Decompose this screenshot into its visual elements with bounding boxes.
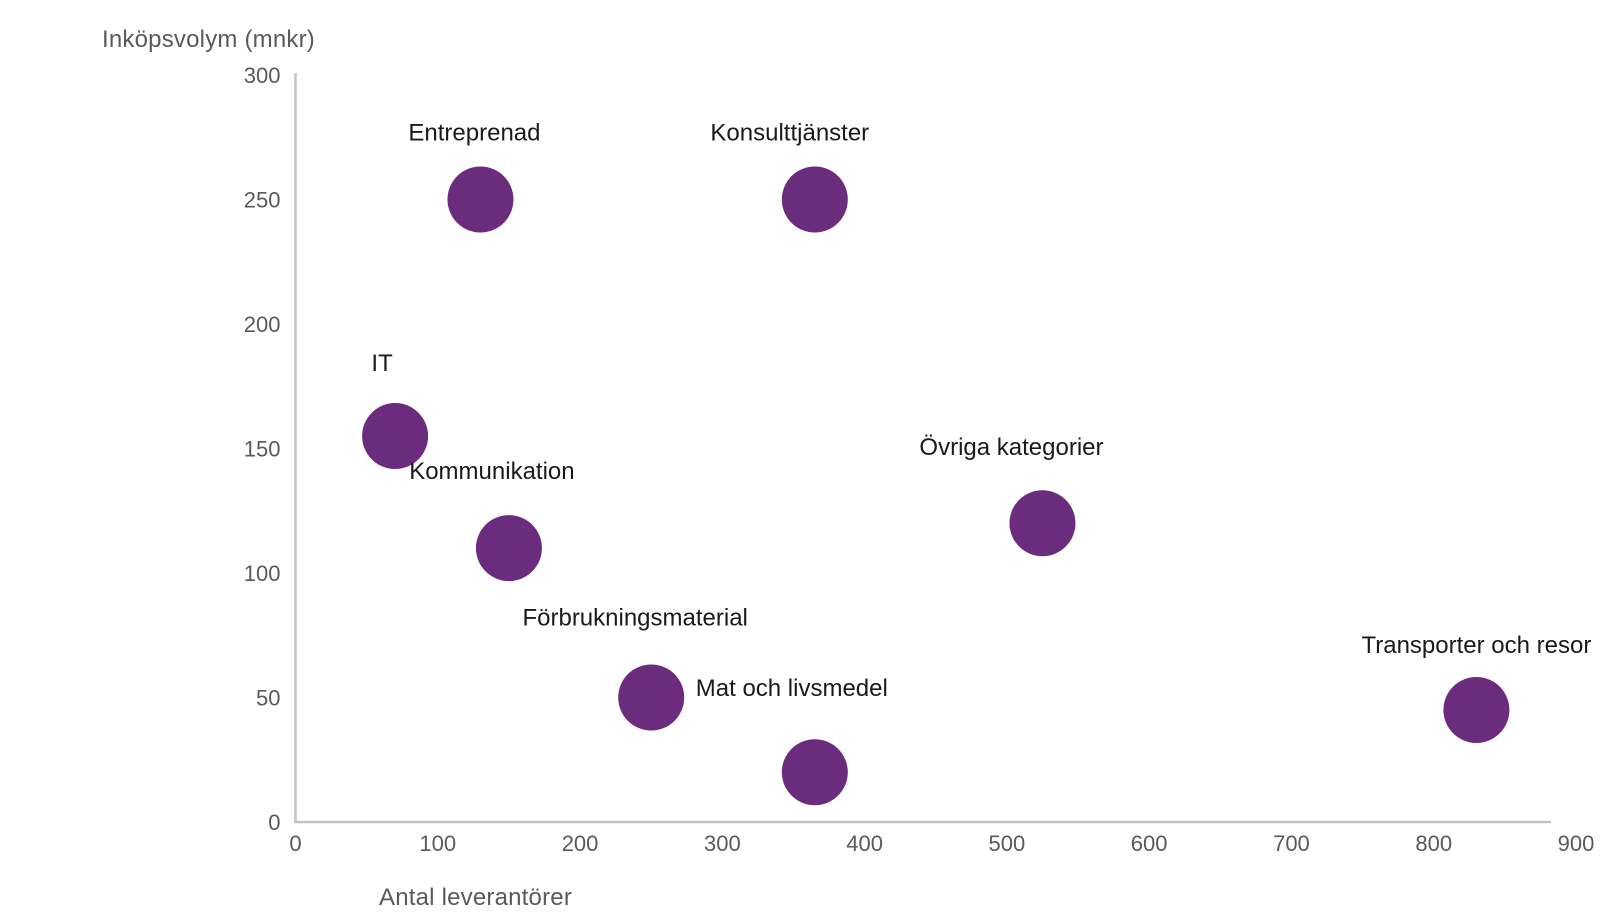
bubble-label-it: IT (371, 350, 393, 377)
y-tick-label-100: 100 (244, 561, 281, 586)
y-tick-label-50: 50 (256, 686, 280, 711)
bubble-mat-och-livsmedel (781, 739, 848, 806)
bubble-kommunikation (475, 515, 542, 582)
y-tick-label-150: 150 (244, 437, 281, 462)
bubble-transporter-och-resor (1443, 676, 1510, 743)
x-axis-title: Antal leverantörer (379, 884, 573, 911)
x-tick-label-400: 400 (846, 831, 883, 856)
x-tick-label-800: 800 (1415, 831, 1452, 856)
bubble-forbrukningsmaterial (618, 664, 685, 731)
y-tick-label-250: 250 (244, 188, 281, 213)
x-tick-label-300: 300 (704, 831, 741, 856)
bubble-ovriga-kategorier (1009, 490, 1076, 557)
x-tick-label-200: 200 (562, 831, 599, 856)
bubble-label-entreprenad: Entreprenad (408, 120, 540, 147)
y-tick-label-200: 200 (244, 312, 281, 337)
x-tick-label-600: 600 (1131, 831, 1168, 856)
y-tick-label-0: 0 (268, 810, 280, 835)
y-axis-title: Inköpsvolym (mnkr) (102, 26, 315, 53)
x-tick-label-500: 500 (989, 831, 1026, 856)
bubble-entreprenad (447, 166, 514, 233)
x-tick-label-900: 900 (1558, 831, 1595, 856)
x-tick-label-700: 700 (1273, 831, 1310, 856)
bubble-konsulttjanster (781, 166, 848, 233)
bubble-label-mat-och-livsmedel: Mat och livsmedel (696, 675, 888, 702)
bubble-it (362, 403, 429, 470)
bubble-label-transporter-och-resor: Transporter och resor (1361, 632, 1591, 659)
bubble-label-ovriga-kategorier: Övriga kategorier (919, 434, 1103, 461)
x-tick-label-0: 0 (289, 831, 301, 856)
y-tick-label-300: 300 (244, 63, 281, 88)
bubble-label-konsulttjanster: Konsulttjänster (710, 120, 869, 147)
bubble-label-forbrukningsmaterial: Förbrukningsmaterial (522, 605, 747, 632)
bubble-label-kommunikation: Kommunikation (409, 458, 574, 485)
x-tick-label-100: 100 (419, 831, 456, 856)
